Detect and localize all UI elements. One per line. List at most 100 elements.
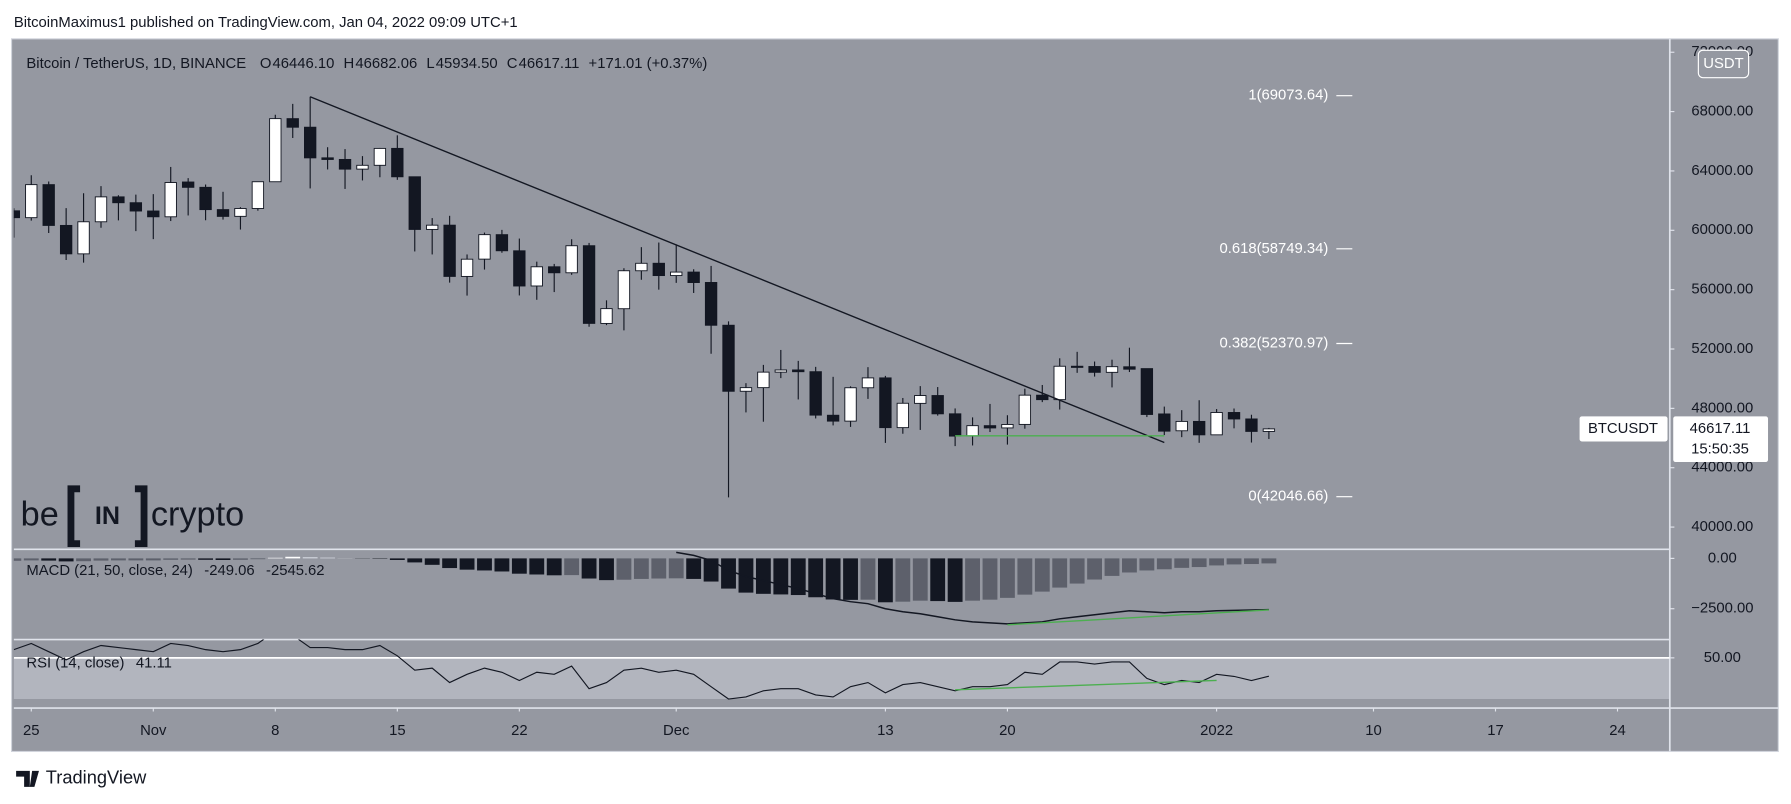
candle-body <box>426 224 439 230</box>
watermark-text: IN <box>95 502 120 530</box>
x-tick-label: Nov <box>140 723 167 739</box>
macd-histogram-bar <box>668 558 684 579</box>
macd-histogram-bar <box>912 558 928 601</box>
x-tick-label: Dec <box>663 723 690 739</box>
candle-body <box>774 369 787 373</box>
candle-body <box>722 324 735 392</box>
candle-body <box>1123 366 1136 370</box>
macd-histogram-bar <box>1191 558 1207 568</box>
y-tick-label: 40000.00 <box>1691 519 1753 535</box>
macd-histogram-bar <box>930 558 946 602</box>
legend-value: 46617.11 <box>519 56 580 72</box>
macd-histogram-bar <box>442 558 458 569</box>
macd-histogram-bar <box>407 558 423 563</box>
candle-body <box>1245 418 1258 432</box>
candle-body <box>879 377 892 429</box>
macd-histogram-bar <box>703 558 719 582</box>
y-tick-label: −2500.00 <box>1691 601 1753 617</box>
currency-badge <box>1697 49 1750 79</box>
x-tick-label: 20 <box>999 723 1016 739</box>
y-tick-label: 50.00 <box>1704 650 1741 666</box>
macd-value: -2545.62 <box>266 563 325 579</box>
candle-body <box>635 262 648 272</box>
macd-histogram-bar <box>180 558 196 560</box>
overlay: Bitcoin / TetherUS, 1D, BINANCE O 46446.10… <box>23 44 1769 739</box>
trendline <box>955 679 1217 691</box>
candle-body <box>1070 365 1084 368</box>
candle-body <box>391 147 404 178</box>
x-tick-label: 17 <box>1487 723 1504 739</box>
candle-body <box>181 181 195 188</box>
candle-body <box>844 387 857 422</box>
macd-histogram-bar <box>198 558 214 560</box>
macd-histogram-bar <box>285 556 301 559</box>
macd-histogram-bar <box>999 558 1015 598</box>
candle-body <box>164 182 177 218</box>
candle-body <box>513 250 526 287</box>
y-tick-label: 44000.00 <box>1691 460 1753 476</box>
candle-body <box>582 245 596 324</box>
macd-histogram-bar <box>965 558 980 601</box>
candle-body <box>59 224 73 255</box>
rsi-band <box>13 657 1670 700</box>
macd-histogram-bar <box>320 557 336 559</box>
macd-line <box>676 551 1269 625</box>
macd-histogram-bar <box>424 558 440 565</box>
candle-body <box>338 158 352 170</box>
legend-letter: L <box>426 56 434 72</box>
rsi-line <box>13 639 1270 700</box>
macd-histogram-bar <box>1104 558 1120 576</box>
watermark: be IN crypto <box>21 485 244 548</box>
x-tick-label: 13 <box>877 723 894 739</box>
macd-histogram-bar <box>1017 558 1033 595</box>
macd-histogram-bar <box>1209 558 1225 566</box>
candle-body <box>670 271 683 277</box>
candle-body <box>356 164 369 170</box>
y-tick-label: 60000.00 <box>1691 222 1753 238</box>
watermark-bracket <box>67 485 148 548</box>
x-tick-label: 15 <box>389 723 406 739</box>
fib-label: 0.382(52370.97) <box>1219 335 1328 351</box>
footer-brand: TradingView <box>46 767 147 788</box>
candle-body <box>199 186 212 211</box>
x-tick-label: 2022 <box>1200 723 1233 739</box>
legend-letter: C <box>507 56 518 72</box>
macd-histogram-bar <box>755 558 771 594</box>
macd-histogram-bar <box>1244 558 1259 565</box>
candle-body <box>443 224 456 277</box>
macd-histogram-bar <box>546 558 562 576</box>
candle-body <box>652 262 665 277</box>
symbol-badge-label: BTCUSDT <box>1588 421 1658 437</box>
publisher-line: BitcoinMaximus1 published on TradingView… <box>14 15 518 31</box>
candle-body <box>216 209 230 217</box>
macd-histogram-bar <box>1052 558 1068 588</box>
candle-body <box>792 369 805 373</box>
macd-histogram-bar <box>895 558 911 602</box>
candle-body <box>251 181 265 209</box>
candle-body <box>1105 366 1119 373</box>
countdown-label: 15:50:35 <box>1691 441 1749 457</box>
macd-histogram-bar <box>581 558 597 579</box>
macd-histogram-bar <box>1174 558 1190 568</box>
macd-histogram-bar <box>1226 558 1242 565</box>
macd-histogram-bar <box>389 558 405 560</box>
y-tick-label: 64000.00 <box>1691 163 1753 179</box>
macd-histogram-bar <box>947 558 963 602</box>
fib-label: 0(42046.66) <box>1248 489 1328 505</box>
candle-body <box>548 266 561 274</box>
macd-histogram-bar <box>1139 558 1155 571</box>
macd-histogram-bar <box>76 558 91 562</box>
candle-body <box>373 147 387 166</box>
legend-value: 46446.10 <box>273 56 335 72</box>
macd-histogram-bar <box>233 558 248 560</box>
candle-body <box>565 245 578 274</box>
x-tick-label: 10 <box>1365 723 1381 739</box>
macd-histogram-bar <box>825 558 841 600</box>
rsi-pane <box>13 639 1670 700</box>
candle-body <box>304 126 317 159</box>
macd-histogram-bar <box>616 558 632 580</box>
macd-histogram-bar <box>215 558 231 560</box>
candle-body <box>112 196 125 204</box>
y-tick-label: 52000.00 <box>1691 341 1753 357</box>
macd-histogram-bar <box>250 558 266 560</box>
